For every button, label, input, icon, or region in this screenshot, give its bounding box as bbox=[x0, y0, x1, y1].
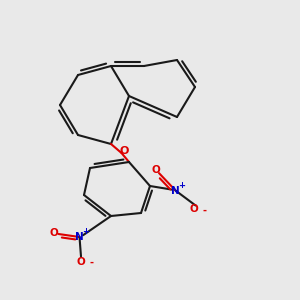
Text: -: - bbox=[89, 257, 94, 268]
Text: O: O bbox=[50, 227, 58, 238]
Text: N: N bbox=[75, 232, 84, 242]
Text: O: O bbox=[120, 146, 129, 157]
Text: +: + bbox=[178, 181, 186, 190]
Text: +: + bbox=[82, 227, 90, 236]
Text: O: O bbox=[152, 165, 160, 175]
Text: O: O bbox=[76, 257, 85, 267]
Text: -: - bbox=[202, 206, 206, 216]
Text: O: O bbox=[189, 204, 198, 214]
Text: N: N bbox=[171, 185, 180, 196]
